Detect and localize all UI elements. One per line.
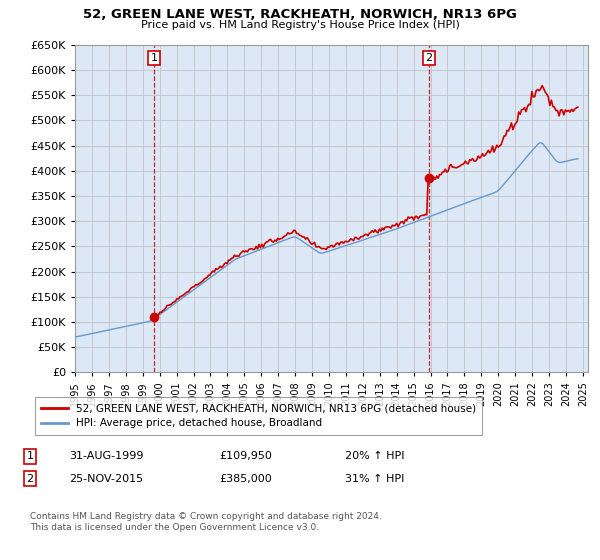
- Legend: 52, GREEN LANE WEST, RACKHEATH, NORWICH, NR13 6PG (detached house), HPI: Average: 52, GREEN LANE WEST, RACKHEATH, NORWICH,…: [35, 397, 482, 435]
- Text: 2: 2: [26, 474, 34, 484]
- Text: 1: 1: [151, 53, 158, 63]
- Text: 52, GREEN LANE WEST, RACKHEATH, NORWICH, NR13 6PG: 52, GREEN LANE WEST, RACKHEATH, NORWICH,…: [83, 8, 517, 21]
- Text: 2: 2: [425, 53, 433, 63]
- Text: £109,950: £109,950: [219, 451, 272, 461]
- Text: Price paid vs. HM Land Registry's House Price Index (HPI): Price paid vs. HM Land Registry's House …: [140, 20, 460, 30]
- Text: 31-AUG-1999: 31-AUG-1999: [69, 451, 143, 461]
- Text: 31% ↑ HPI: 31% ↑ HPI: [345, 474, 404, 484]
- Text: £385,000: £385,000: [219, 474, 272, 484]
- Text: 20% ↑ HPI: 20% ↑ HPI: [345, 451, 404, 461]
- Text: 25-NOV-2015: 25-NOV-2015: [69, 474, 143, 484]
- Text: 1: 1: [26, 451, 34, 461]
- Text: Contains HM Land Registry data © Crown copyright and database right 2024.
This d: Contains HM Land Registry data © Crown c…: [30, 512, 382, 532]
